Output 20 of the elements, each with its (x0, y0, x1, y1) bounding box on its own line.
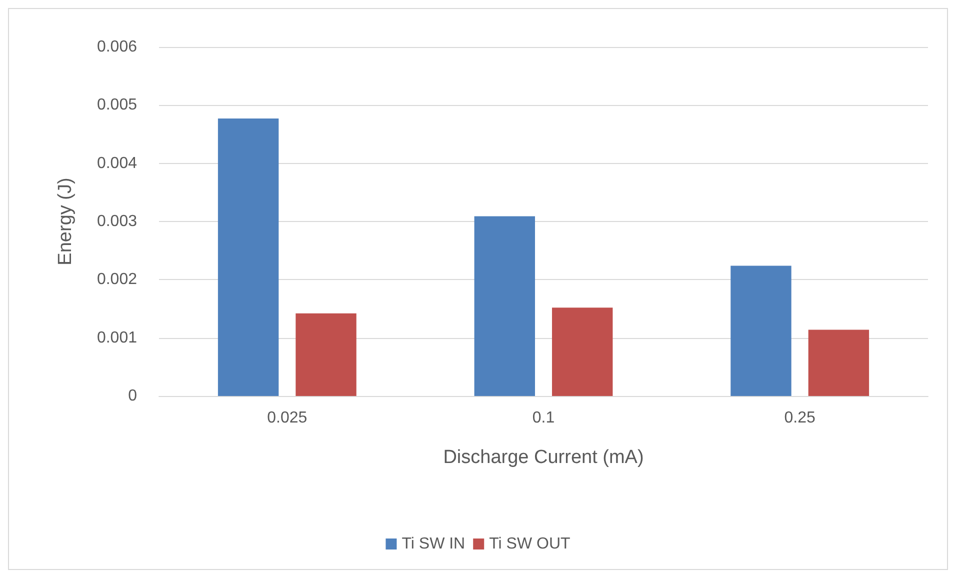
legend-label: Ti SW OUT (489, 536, 571, 552)
y-tick-label: 0.003 (96, 213, 138, 230)
legend-label: Ti SW IN (402, 536, 466, 552)
y-axis-title: Energy (J) (55, 178, 76, 266)
y-tick-label: 0.005 (96, 96, 138, 114)
bar (552, 308, 613, 396)
y-tick-label: 0.001 (96, 329, 138, 346)
x-axis-title: Discharge Current (mA) (443, 447, 644, 468)
bar (218, 118, 279, 396)
y-tick-label: 0.004 (96, 154, 138, 172)
x-tick-label: 0.025 (267, 410, 308, 426)
x-tick-label: 0.25 (784, 410, 816, 426)
x-tick-label: 0.1 (532, 410, 555, 426)
bar (296, 313, 356, 396)
y-tick-label: 0.002 (96, 271, 138, 288)
bar (730, 266, 792, 396)
bar (808, 330, 870, 396)
y-tick-label: 0 (128, 388, 138, 404)
bar (474, 216, 535, 396)
y-tick-label: 0.006 (96, 38, 138, 56)
